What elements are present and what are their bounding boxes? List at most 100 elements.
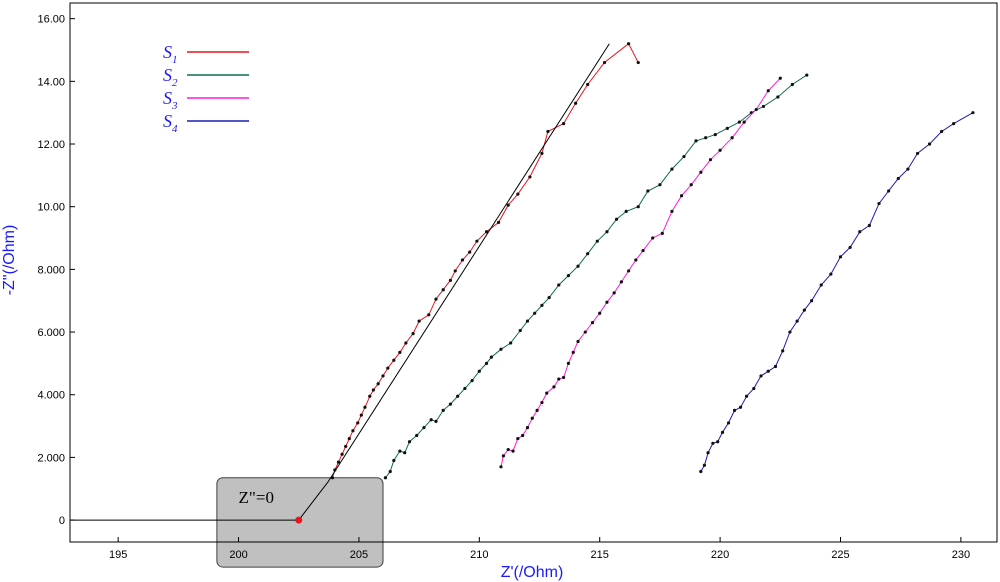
data-point-s2 — [725, 126, 729, 130]
x-tick-label: 210 — [470, 549, 488, 561]
data-point-s1 — [398, 350, 402, 355]
data-point-s2 — [429, 418, 433, 422]
data-point-s3 — [506, 447, 510, 452]
data-point-s3 — [499, 465, 503, 469]
data-point-s2 — [422, 426, 426, 430]
data-point-s2 — [636, 205, 640, 209]
y-tick-label: 4.000 — [37, 390, 65, 402]
data-point-s3 — [766, 89, 770, 93]
data-point-s1 — [441, 288, 445, 292]
y-tick-label: 2.000 — [37, 452, 65, 464]
data-point-s2 — [547, 295, 551, 300]
data-point-s1 — [368, 394, 372, 398]
data-point-s3 — [641, 248, 645, 253]
data-point-s4 — [738, 405, 743, 409]
data-point-s1 — [434, 297, 438, 301]
data-point-s3 — [545, 391, 549, 395]
data-point-s1 — [392, 358, 396, 362]
x-tick-label: 200 — [229, 549, 247, 561]
x-tick-label: 220 — [711, 549, 729, 561]
data-point-s4 — [788, 330, 792, 334]
data-point-s3 — [679, 194, 684, 198]
data-point-s2 — [463, 386, 467, 391]
data-point-s3 — [699, 170, 703, 174]
data-point-s3 — [535, 408, 539, 412]
data-point-s3 — [501, 454, 506, 458]
data-point-s2 — [441, 408, 445, 412]
legend-label-s2: S2 — [163, 65, 178, 89]
data-point-s1 — [561, 122, 566, 126]
data-point-s2 — [595, 239, 599, 243]
data-point-s3 — [718, 148, 722, 152]
data-point-s4 — [927, 142, 932, 146]
data-point-s2 — [713, 133, 717, 137]
series-line-s2 — [385, 74, 808, 479]
data-point-s1 — [484, 230, 489, 234]
zoom-box-label: Z"=0 — [239, 488, 274, 507]
data-point-s1 — [359, 413, 363, 417]
zero-point-marker — [295, 516, 303, 524]
data-point-s3 — [540, 400, 544, 405]
y-tick-label: 16.00 — [37, 14, 65, 26]
data-point-s2 — [682, 154, 686, 159]
data-point-s1 — [404, 341, 408, 345]
data-point-s3 — [689, 183, 693, 187]
x-axis-label: Z'(/Ohm) — [501, 564, 564, 581]
data-point-s3 — [552, 385, 556, 389]
data-point-s1 — [386, 366, 390, 370]
data-point-s4 — [829, 272, 833, 276]
data-point-s2 — [407, 440, 412, 444]
data-point-s3 — [708, 158, 713, 162]
data-point-s2 — [484, 361, 489, 365]
data-point-s1 — [417, 319, 421, 323]
data-point-s3 — [576, 339, 580, 344]
data-point-s3 — [754, 107, 758, 112]
data-point-s2 — [694, 139, 698, 143]
data-point-s2 — [540, 303, 544, 308]
data-point-s2 — [761, 104, 766, 109]
data-point-s1 — [356, 421, 360, 425]
data-point-s2 — [790, 82, 794, 87]
data-point-s3 — [521, 433, 525, 438]
data-point-s2 — [470, 379, 474, 383]
data-point-s4 — [838, 255, 843, 259]
data-point-s3 — [571, 350, 575, 355]
data-point-s1 — [475, 239, 479, 243]
data-point-s3 — [634, 258, 638, 262]
data-point-s3 — [778, 76, 782, 80]
data-point-s1 — [602, 60, 607, 65]
data-point-s4 — [716, 440, 720, 444]
data-point-s1 — [351, 429, 355, 433]
data-point-s4 — [732, 408, 737, 412]
data-point-s3 — [561, 375, 566, 380]
data-point-s1 — [496, 220, 501, 224]
data-point-s2 — [605, 230, 609, 234]
data-point-s4 — [795, 319, 799, 323]
data-point-s1 — [574, 101, 578, 105]
data-point-s4 — [726, 421, 731, 425]
data-point-s2 — [448, 402, 453, 406]
data-point-s2 — [525, 319, 530, 323]
data-point-s2 — [434, 419, 438, 423]
data-point-s1 — [460, 258, 465, 262]
data-point-s2 — [398, 449, 402, 453]
data-point-s4 — [766, 369, 770, 373]
data-point-s1 — [453, 269, 457, 273]
x-tick-label: 195 — [109, 549, 127, 561]
data-point-s3 — [590, 321, 595, 325]
data-point-s2 — [533, 311, 537, 315]
data-point-s2 — [403, 451, 407, 455]
data-point-s1 — [363, 405, 367, 409]
data-point-s1 — [371, 388, 375, 392]
data-point-s1 — [516, 192, 520, 196]
data-point-s4 — [848, 245, 852, 250]
data-point-s2 — [489, 355, 493, 359]
x-tick-label: 225 — [831, 549, 849, 561]
data-point-s2 — [670, 167, 674, 171]
data-point-s2 — [383, 476, 388, 480]
y-tick-label: 0 — [59, 515, 65, 527]
data-point-s1 — [528, 175, 532, 179]
data-point-s3 — [612, 291, 616, 295]
data-point-s3 — [619, 280, 623, 284]
